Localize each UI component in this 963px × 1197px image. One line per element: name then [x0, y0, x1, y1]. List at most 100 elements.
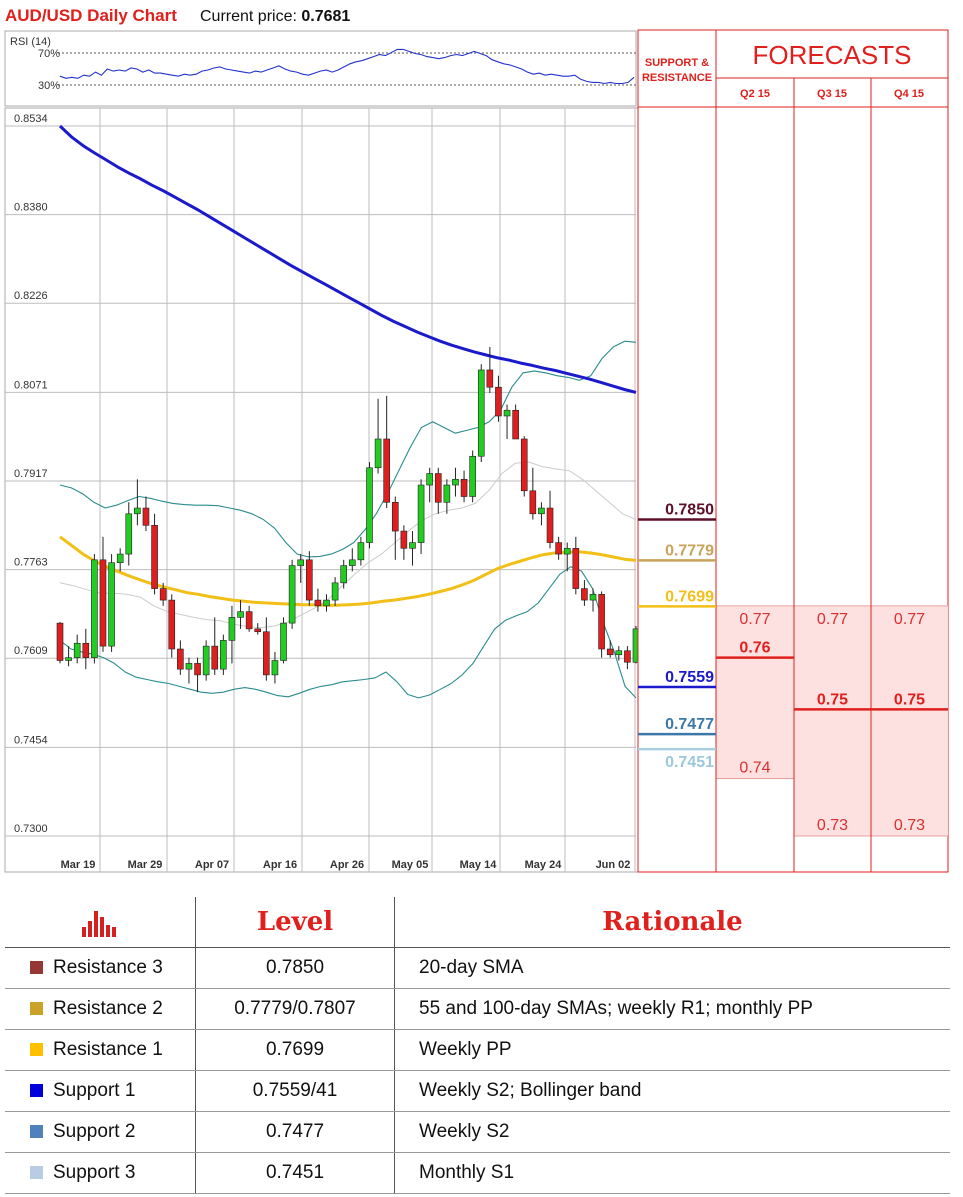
forecast-col-q3: Q3 15	[817, 88, 847, 100]
candle	[82, 628, 90, 670]
candle	[288, 559, 296, 629]
forecast-mid-label: 0.76	[739, 640, 770, 657]
candle	[73, 634, 81, 664]
candle	[563, 542, 571, 572]
candle	[125, 502, 133, 566]
candle	[168, 594, 176, 658]
y-tick-label: 0.7917	[14, 468, 48, 480]
candle	[220, 634, 227, 675]
table-row: Support 1 0.7559/41 Weekly S2; Bollinger b…	[5, 1070, 950, 1112]
candle	[374, 398, 382, 474]
candle	[460, 470, 468, 503]
forecast-col-q2: Q2 15	[740, 88, 770, 100]
table-icon-cell	[5, 897, 196, 948]
candle	[348, 548, 356, 572]
candle	[529, 467, 537, 520]
y-tick-label: 0.7763	[14, 557, 48, 569]
sr-level-label: 0.7779	[665, 542, 714, 559]
x-tick-label: Mar 29	[128, 859, 163, 871]
sr-level-label: 0.7477	[665, 716, 714, 733]
level-name-cell: Resistance 1	[5, 1029, 196, 1071]
bar-chart-icon	[82, 911, 116, 937]
forecasts-title: FORECASTS	[753, 40, 912, 70]
candle	[65, 646, 72, 667]
candle	[452, 467, 459, 497]
x-tick-label: Jun 02	[596, 859, 631, 871]
level-value: 0.7451	[195, 1152, 395, 1194]
forecast-high-label: 0.77	[817, 611, 848, 628]
table-header-level: Level	[256, 907, 334, 937]
rsi-title: RSI (14)	[10, 36, 51, 48]
level-name: Support 3	[53, 1162, 136, 1183]
candle	[254, 623, 262, 635]
forecast-high-label: 0.77	[739, 611, 770, 628]
forecast-range	[871, 605, 948, 836]
price-chart: 0.8534 0.8380 0.8226 0.8071 0.7917 0.7763 0.76…	[4, 107, 640, 873]
candle	[228, 605, 236, 664]
rsi-70-label: 70%	[38, 48, 60, 60]
candle	[538, 502, 545, 526]
candle	[245, 605, 253, 632]
level-value: 0.7699	[195, 1029, 395, 1071]
candle	[606, 640, 614, 658]
x-tick-label: Apr 07	[195, 859, 229, 871]
level-rationale: Monthly S1	[394, 1152, 950, 1194]
candle	[194, 657, 201, 693]
table-row: Resistance 1 0.7699 Weekly PP	[5, 1029, 950, 1071]
candle	[159, 582, 167, 606]
candle	[116, 548, 124, 572]
x-tick-label: May 24	[525, 859, 563, 871]
level-value: 0.7850	[195, 947, 395, 989]
candle	[512, 404, 519, 440]
candle	[391, 496, 399, 560]
table-row: Resistance 2 0.7779/0.7807 55 and 100-day …	[5, 988, 950, 1030]
candle	[409, 531, 416, 566]
level-name: Resistance 2	[53, 998, 163, 1019]
level-name-cell: Support 2	[5, 1111, 196, 1153]
candle	[417, 479, 425, 555]
y-tick-label: 0.8534	[14, 113, 48, 125]
level-name: Resistance 3	[53, 957, 163, 978]
candle	[185, 657, 193, 684]
forecast-col-q4: Q4 15	[894, 88, 924, 100]
forecast-range	[794, 605, 871, 836]
level-color-swatch	[30, 1084, 43, 1097]
sma20-line	[59, 461, 637, 629]
current-price-label: Current price: 0.7681	[200, 8, 350, 25]
candle	[271, 651, 279, 684]
candle	[142, 496, 150, 532]
table-header-row: Level Rationale	[5, 897, 950, 948]
sma200-line	[58, 124, 637, 394]
rsi-panel: RSI (14) 70% 30%	[4, 30, 637, 107]
candle	[624, 646, 631, 670]
x-tick-label: Apr 16	[263, 859, 297, 871]
candle	[323, 594, 330, 612]
rsi-line	[59, 48, 635, 85]
sr-level-label: 0.7850	[665, 502, 714, 519]
sr-level-label: 0.7699	[665, 588, 714, 605]
candle	[297, 554, 305, 583]
candle	[477, 364, 485, 463]
candle	[306, 551, 313, 606]
y-tick-label: 0.7300	[14, 823, 48, 835]
level-color-swatch	[30, 1043, 43, 1056]
forecast-low-label: 0.74	[739, 759, 770, 776]
forecast-high-label: 0.77	[894, 611, 925, 628]
candle	[486, 346, 494, 393]
table-row: Support 3 0.7451 Monthly S1	[5, 1152, 950, 1194]
candle	[237, 600, 244, 629]
y-tick-label: 0.8071	[14, 379, 48, 391]
candle	[56, 621, 64, 664]
level-rationale: Weekly S2	[394, 1111, 950, 1153]
level-color-swatch	[30, 1002, 43, 1015]
table-row: Resistance 3 0.7850 20-day SMA	[5, 947, 950, 989]
forecast-mid-label: 0.75	[894, 691, 925, 708]
level-value: 0.7559/41	[195, 1070, 395, 1112]
level-rationale: 20-day SMA	[394, 947, 950, 989]
level-rationale: Weekly PP	[394, 1029, 950, 1071]
candle	[151, 513, 158, 595]
candle	[434, 467, 442, 514]
candle	[177, 640, 184, 675]
forecast-mid-label: 0.75	[817, 691, 848, 708]
candle	[572, 536, 580, 595]
